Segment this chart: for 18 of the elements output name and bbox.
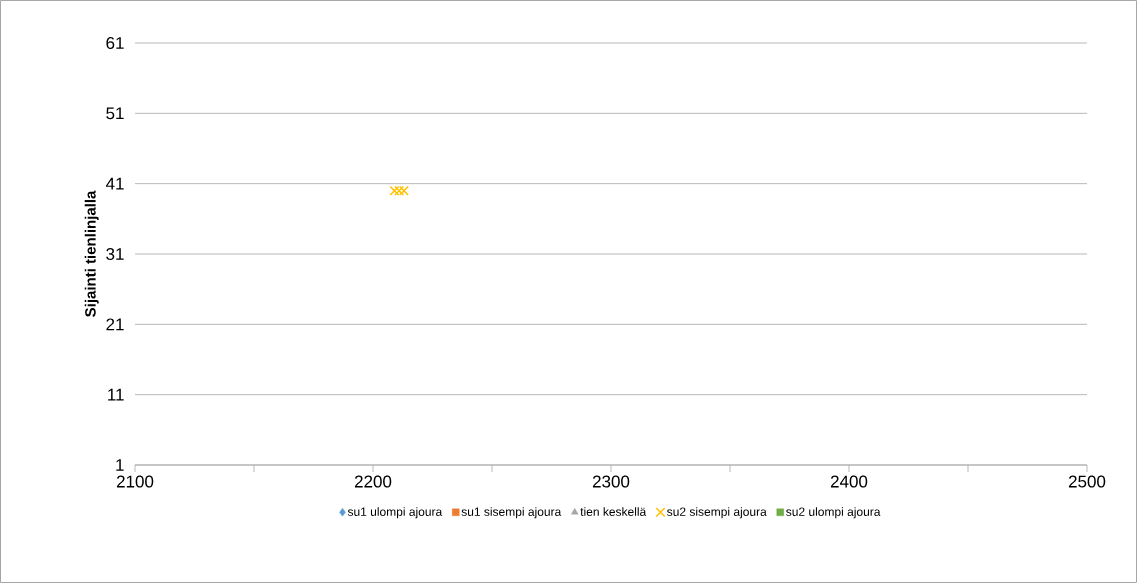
y-tick-label: 41 xyxy=(105,177,124,190)
y-tick-label: 1 xyxy=(116,459,124,471)
x-tick-label: 2100 xyxy=(116,475,154,488)
legend-label: su2 ulompi ajoura xyxy=(786,507,881,519)
y-tick-label: 11 xyxy=(108,388,124,401)
legend-label: su1 sisempi ajoura xyxy=(461,507,562,519)
x-tick-label: 2200 xyxy=(354,475,392,488)
y-tick-label: 61 xyxy=(106,36,124,50)
x-tick-label: 2400 xyxy=(830,475,868,488)
x-tick-label: 2300 xyxy=(592,475,630,488)
legend-label: tien keskellä xyxy=(580,507,647,516)
y-tick-label: 31 xyxy=(106,247,124,261)
legend-label: su2 sisempi ajoura xyxy=(667,507,767,519)
y-tick-label: 51 xyxy=(106,107,124,120)
y-axis-title: Sijainti tienlinjalla xyxy=(84,190,99,317)
legend-label: su1 ulompi ajoura xyxy=(347,507,443,519)
y-tick-label: 21 xyxy=(106,318,124,331)
x-tick-label: 2500 xyxy=(1068,475,1106,488)
